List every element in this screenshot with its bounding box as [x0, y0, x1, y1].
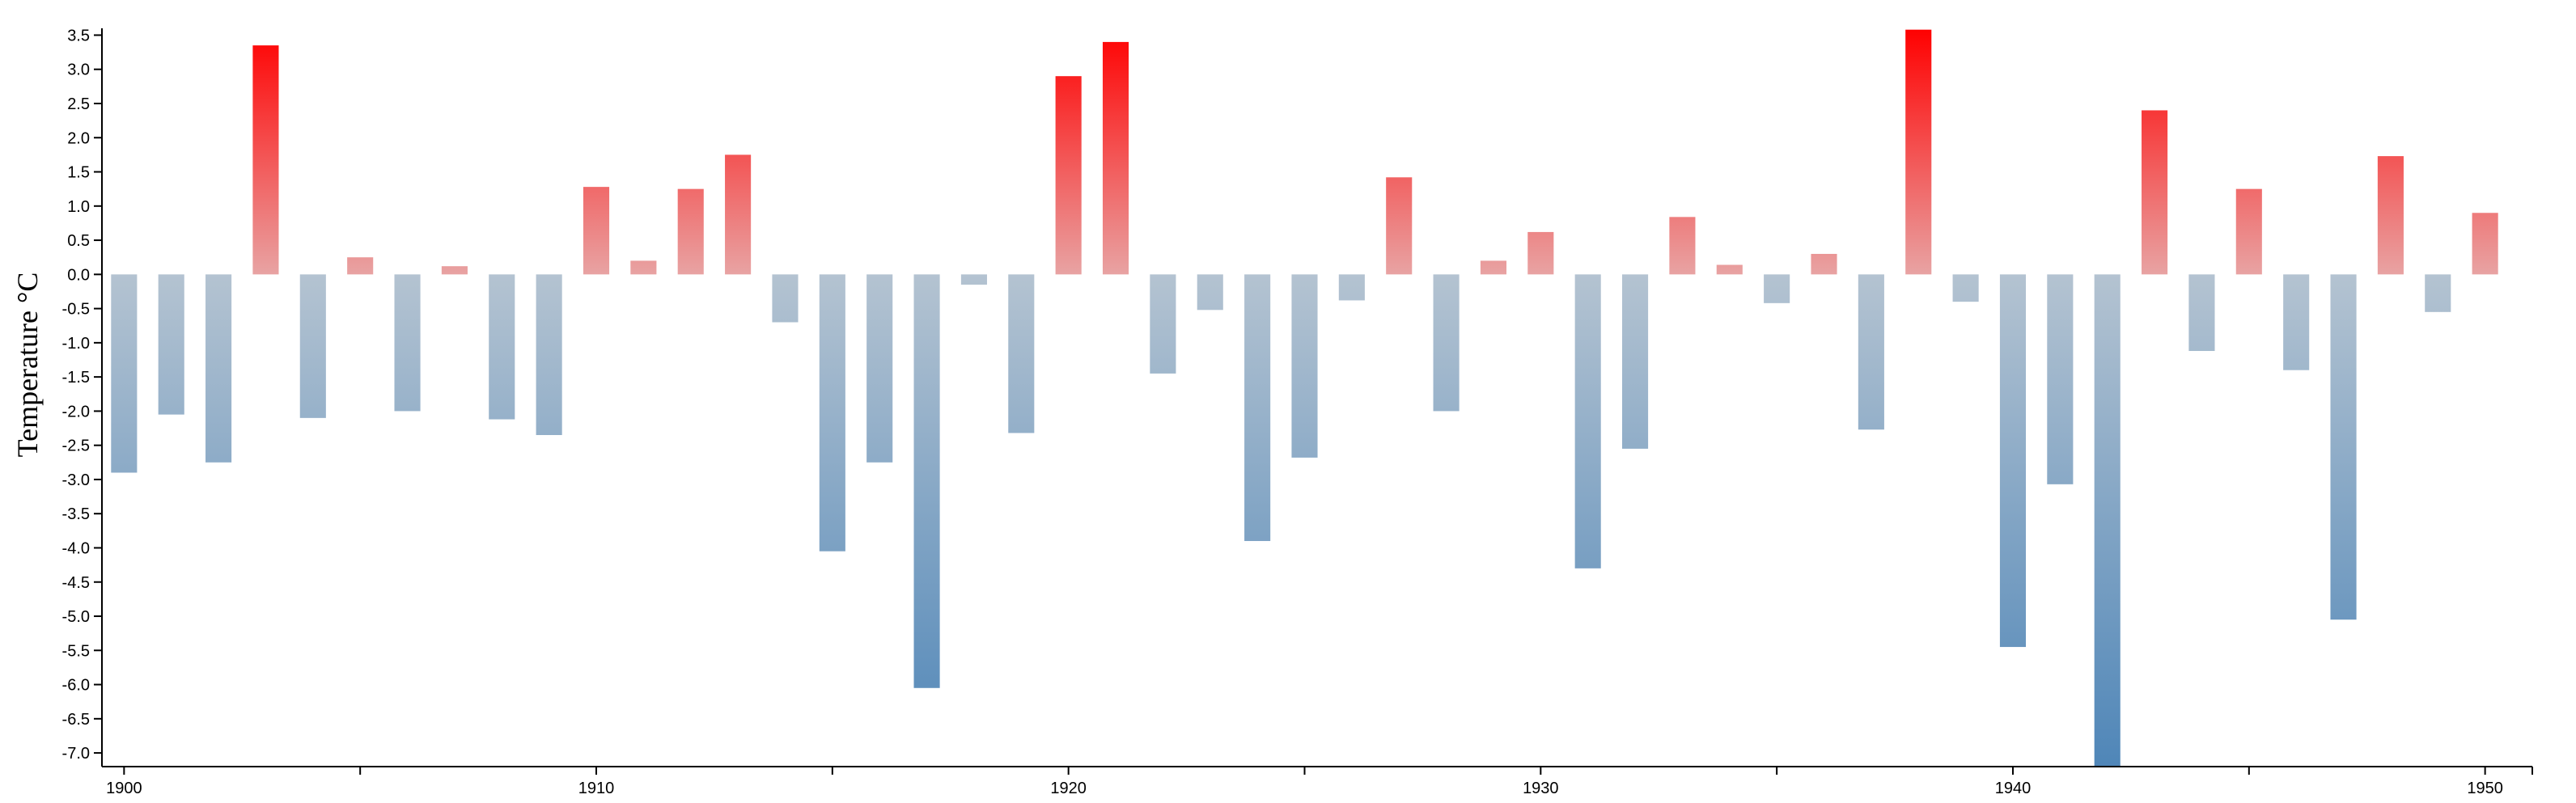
- x-axis: 1900 1910 1920 1930 1940 1950: [102, 766, 2533, 797]
- bar-1939: [1952, 274, 1979, 302]
- bar-1908: [489, 274, 515, 420]
- y-tick-label: -1.0: [62, 335, 90, 353]
- bar-1930: [1527, 231, 1554, 275]
- bar-1901: [158, 274, 184, 415]
- bar-1936: [1811, 253, 1837, 275]
- bar-1903: [252, 45, 279, 275]
- bar-1929: [1480, 260, 1507, 275]
- bar-1943: [2142, 110, 2168, 275]
- y-tick-label: -7.0: [62, 745, 90, 763]
- bar-1940: [1999, 274, 2027, 648]
- bar-1924: [1244, 274, 1271, 542]
- bar-1933: [1669, 217, 1696, 275]
- y-tick-label: -5.0: [62, 608, 90, 626]
- y-tick-label: -2.5: [62, 437, 90, 455]
- y-tick-label: -4.5: [62, 574, 90, 592]
- bar-1932: [1622, 274, 1649, 449]
- bar-1920: [1055, 76, 1082, 275]
- bar-1913: [725, 154, 752, 275]
- y-tick-label: 0.0: [67, 266, 90, 284]
- bar-1948: [2377, 156, 2404, 275]
- bar-1910: [583, 187, 610, 275]
- bar-1945: [2235, 188, 2262, 275]
- bar-1907: [441, 266, 468, 275]
- bar-1918: [960, 274, 987, 285]
- y-tick-label: 2.0: [67, 129, 90, 147]
- y-tick-label: -4.0: [62, 539, 90, 557]
- bar-1919: [1008, 274, 1035, 433]
- x-tick-label: 1920: [1050, 780, 1087, 797]
- bar-1911: [630, 260, 657, 275]
- bar-1944: [2188, 274, 2215, 352]
- bars-group: [111, 29, 2498, 767]
- y-axis: 3.5 3.0 2.5 2.0 1.5 1.0 0.5 0.0 -0.5 -1.0 -1.5 -2.0…: [62, 27, 103, 767]
- bar-1916: [866, 274, 893, 463]
- bar-1921: [1102, 41, 1129, 275]
- bar-1914: [772, 274, 799, 323]
- bar-1923: [1197, 274, 1223, 311]
- bar-1937: [1858, 274, 1884, 430]
- x-tick-label: 1930: [1523, 780, 1559, 797]
- bar-1912: [677, 188, 704, 275]
- y-tick-label: -5.5: [62, 642, 90, 660]
- y-tick-label: 3.0: [67, 61, 90, 79]
- y-axis-title: Temperature °C: [11, 273, 44, 458]
- y-tick-label: -3.0: [62, 471, 90, 489]
- bar-1909: [536, 274, 562, 435]
- bar-1946: [2283, 274, 2310, 370]
- bar-1935: [1764, 274, 1790, 303]
- bar-1949: [2425, 274, 2451, 312]
- bar-1942: [2094, 274, 2121, 767]
- bar-1902: [205, 274, 232, 463]
- bar-1941: [2047, 274, 2074, 484]
- bar-1928: [1433, 274, 1460, 412]
- bar-1906: [394, 274, 421, 412]
- y-tick-label: 1.5: [67, 164, 90, 182]
- y-tick-label: -6.0: [62, 677, 90, 695]
- y-tick-label: 1.0: [67, 198, 90, 216]
- bar-1950: [2472, 213, 2498, 275]
- bar-1926: [1338, 274, 1365, 301]
- bar-1925: [1291, 274, 1318, 458]
- x-tick-label: 1910: [578, 780, 615, 797]
- bar-1922: [1150, 274, 1176, 374]
- y-tick-label: 3.5: [67, 27, 90, 44]
- y-tick-label: 2.5: [67, 95, 90, 113]
- bar-1927: [1386, 177, 1413, 275]
- y-tick-label: -1.5: [62, 369, 90, 387]
- bar-1931: [1574, 274, 1601, 568]
- y-tick-label: -3.5: [62, 505, 90, 523]
- x-tick-label: 1900: [106, 780, 142, 797]
- bar-1904: [299, 274, 326, 418]
- y-tick-label: -2.0: [62, 403, 90, 421]
- x-tick-label: 1940: [1995, 780, 2032, 797]
- bar-1938: [1905, 29, 1932, 275]
- bar-1905: [347, 257, 374, 275]
- bar-1915: [819, 274, 845, 552]
- y-tick-label: -6.5: [62, 711, 90, 729]
- y-tick-label: 0.5: [67, 232, 90, 250]
- bar-1934: [1716, 264, 1743, 275]
- bar-1917: [913, 274, 940, 688]
- y-tick-label: -0.5: [62, 301, 90, 319]
- bar-1947: [2330, 274, 2357, 620]
- x-tick-label: 1950: [2467, 780, 2503, 797]
- bar-1900: [111, 274, 138, 473]
